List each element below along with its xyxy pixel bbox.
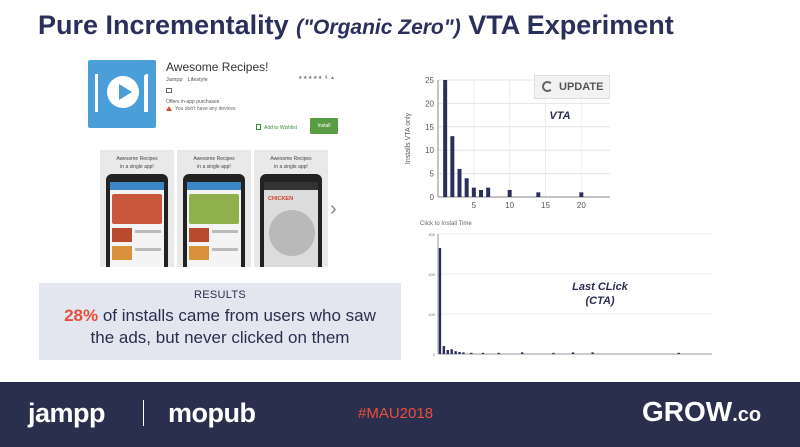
screenshot-caption: Awesome Recipes in a single app!: [270, 156, 312, 170]
y-tick-label: 200: [428, 272, 435, 277]
vta-chart: 0 5 10 15 20 25 5 10 15 20 Installs VTA only: [405, 76, 610, 210]
bar: [486, 187, 491, 197]
footer-divider: [143, 400, 144, 426]
offers-text: Offers in-app purchases: [166, 99, 220, 105]
chevron-right-icon[interactable]: ›: [330, 198, 337, 220]
y-tick-label: 300: [428, 232, 435, 237]
knife-icon: [144, 74, 148, 112]
bar: [677, 352, 680, 354]
bar: [471, 187, 476, 197]
bar: [464, 178, 469, 197]
results-box: RESULTS 28% of installs came from users …: [39, 283, 401, 360]
mopub-logo: mopub: [168, 398, 256, 428]
y-axis-label: Installs VTA only: [405, 112, 412, 164]
fork-icon: [95, 74, 98, 112]
bar: [497, 352, 500, 354]
update-button[interactable]: UPDATE: [534, 75, 610, 99]
results-heading: RESULTS: [193, 289, 247, 301]
app-rating: ★★★★★ 4 ▲: [298, 75, 336, 81]
devices-text: You don't have any devices: [175, 106, 236, 112]
bar: [458, 352, 461, 354]
x-tick-label: 5: [472, 201, 477, 210]
food-image: [112, 194, 162, 224]
y-tick-label: 0: [430, 193, 435, 202]
results-text: 28% of installs came from users who saw t…: [64, 306, 376, 347]
store-listing: Awesome Recipes! Jampp Lifestyle ★★★★★ 4 …: [88, 58, 338, 150]
developer-name[interactable]: Jampp: [166, 77, 183, 83]
y-tick-label: 10: [425, 146, 434, 155]
phone-frame: [183, 174, 245, 267]
bar: [536, 192, 541, 197]
bar: [552, 352, 555, 354]
app-screenshot[interactable]: Awesome Recipes in a single app!: [100, 150, 174, 267]
bar: [579, 192, 584, 197]
bar: [507, 189, 512, 197]
app-category[interactable]: Lifestyle: [187, 77, 208, 83]
screenshot-caption: Awesome Recipes in a single app!: [116, 156, 158, 170]
screenshot-caption: Awesome Recipes in a single app!: [193, 156, 235, 170]
y-tick-label: 5: [430, 170, 435, 179]
phone-frame: [106, 174, 168, 267]
add-to-wishlist-link[interactable]: Add to Wishlist: [256, 124, 297, 131]
bar: [470, 352, 473, 354]
app-developer: Jampp Lifestyle: [166, 77, 213, 83]
vta-label: VTA: [549, 110, 571, 122]
food-image: [189, 194, 239, 224]
pan-image: [269, 210, 315, 256]
y-tick-label: 0: [433, 352, 436, 357]
bar: [442, 346, 446, 354]
wishlist-label: Add to Wishlist: [264, 125, 298, 131]
jampp-logo: jampp: [28, 398, 106, 428]
app-screenshot[interactable]: Awesome Recipes in a single app! CHICKEN: [254, 150, 328, 267]
slide-title: Pure Incrementality ("Organic Zero") VTA…: [38, 10, 674, 41]
title-end: VTA Experiment: [460, 10, 674, 40]
bar: [446, 350, 449, 354]
x-tick-label: 15: [541, 201, 550, 210]
update-label: UPDATE: [559, 81, 604, 93]
bar: [457, 168, 462, 197]
bar: [462, 352, 465, 354]
app-name: Awesome Recipes!: [166, 60, 269, 74]
bar: [591, 352, 594, 354]
cta-label: Last CLick (CTA): [572, 281, 628, 307]
bar: [481, 352, 485, 354]
bar: [520, 352, 524, 354]
y-tick-label: 25: [425, 76, 434, 85]
bar: [571, 352, 575, 354]
warning-icon: [166, 106, 172, 111]
devices-warning: You don't have any devices: [166, 106, 236, 112]
event-hashtag: #MAU2018: [358, 405, 434, 422]
app-screenshot[interactable]: Awesome Recipes in a single app!: [177, 150, 251, 267]
bar: [438, 248, 442, 354]
cta-chart: Click to Install Time 0 100 200 300: [420, 221, 712, 357]
install-button[interactable]: Install: [310, 118, 338, 134]
phone-frame: CHICKEN: [260, 174, 322, 267]
bookmark-icon: [256, 124, 261, 130]
chart-title: Click to Install Time: [420, 221, 472, 227]
results-percent: 28%: [64, 306, 99, 325]
y-tick-label: 100: [428, 312, 435, 317]
bar: [443, 80, 448, 197]
y-tick-label: 20: [425, 99, 434, 108]
screenshot-overlay-text: CHICKEN: [268, 196, 294, 202]
content-rating-icon: [166, 88, 172, 93]
x-tick-label: 20: [577, 201, 586, 210]
title-italic: ("Organic Zero"): [296, 16, 461, 39]
bar: [450, 349, 453, 354]
bar: [450, 136, 455, 197]
bar: [479, 189, 483, 197]
bar: [454, 351, 457, 354]
refresh-icon: [542, 81, 553, 92]
y-tick-label: 15: [425, 123, 434, 132]
title-main: Pure Incrementality: [38, 10, 297, 40]
x-tick-label: 10: [505, 201, 514, 210]
app-icon: [88, 60, 156, 128]
grow-logo: GROW.co: [642, 396, 762, 427]
footer-bar: jampp mopub #MAU2018 GROW.co: [0, 382, 800, 447]
